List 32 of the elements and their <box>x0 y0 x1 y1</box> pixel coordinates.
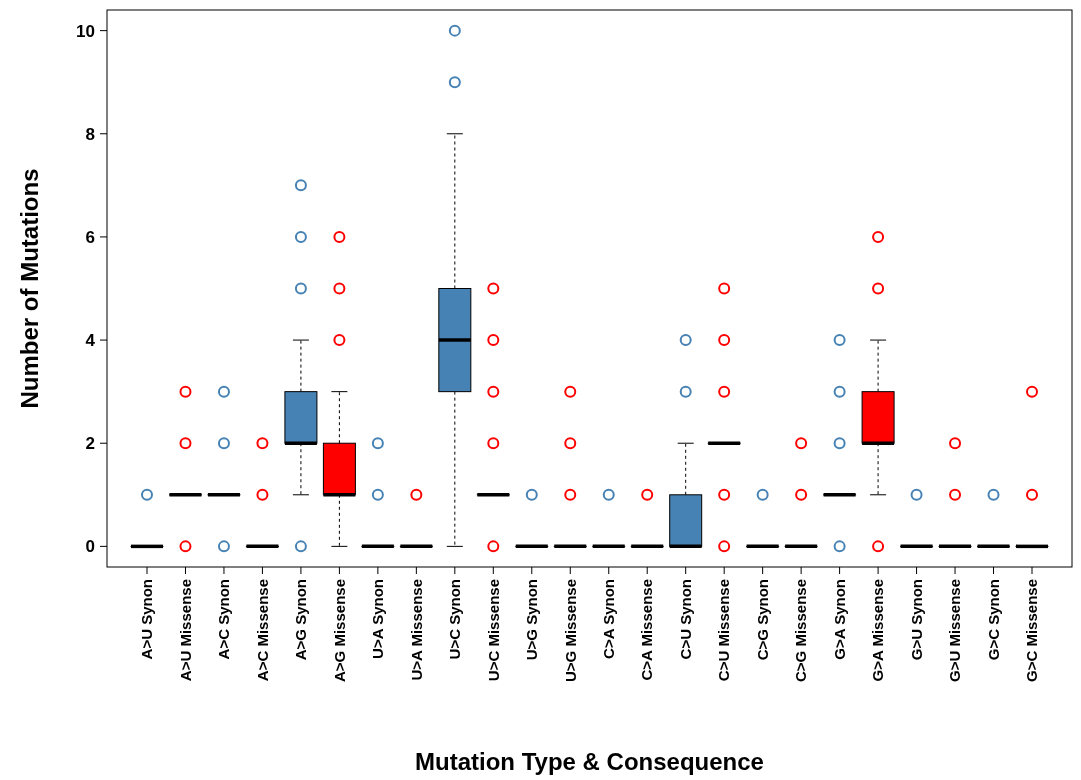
y-tick-label: 4 <box>85 331 96 351</box>
x-tick-label: C>G Missense <box>792 579 810 682</box>
x-tick-label: U>C Missense <box>484 579 502 682</box>
y-tick-label: 10 <box>76 21 95 41</box>
x-tick-label: G>A Missense <box>869 579 887 682</box>
x-tick-label: G>C Synon <box>984 579 1002 661</box>
y-tick-label: 6 <box>85 227 95 247</box>
x-tick-label: C>A Missense <box>638 579 656 681</box>
x-tick-label: C>G Synon <box>753 579 771 661</box>
y-tick-label: 8 <box>85 124 95 144</box>
x-axis-title: Mutation Type & Consequence <box>415 748 764 775</box>
x-tick-label: C>A Synon <box>599 579 617 659</box>
x-tick-label: C>U Synon <box>676 579 694 660</box>
x-tick-label: G>U Synon <box>907 579 925 661</box>
x-tick-label: U>G Synon <box>523 579 541 661</box>
x-tick-label: G>U Missense <box>946 579 964 682</box>
y-tick-label: 2 <box>85 434 95 454</box>
y-tick-label: 0 <box>85 537 95 557</box>
x-tick-label: A>U Synon <box>138 579 156 660</box>
x-tick-label: C>U Missense <box>715 579 733 682</box>
x-tick-label: A>G Synon <box>292 579 310 661</box>
x-tick-label: A>G Missense <box>330 579 348 682</box>
y-axis-title: Number of Mutations <box>16 168 44 409</box>
x-tick-label: U>A Missense <box>407 579 425 681</box>
x-tick-label: G>A Synon <box>830 579 848 660</box>
x-tick-label: A>U Missense <box>176 579 194 682</box>
x-tick-label: A>C Synon <box>215 579 233 660</box>
x-tick-label: G>C Missense <box>1023 579 1041 682</box>
x-tick-label: U>C Synon <box>446 579 464 660</box>
x-tick-label: A>C Missense <box>253 579 271 682</box>
x-tick-label: U>G Missense <box>561 579 579 682</box>
x-tick-label: U>A Synon <box>369 579 387 659</box>
